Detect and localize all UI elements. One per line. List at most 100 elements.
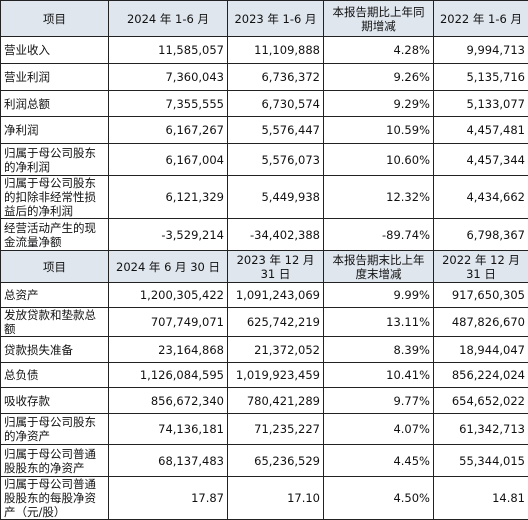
cell-value: 917,650,305 <box>434 283 528 308</box>
row-label: 归属于母公司普通股股东的净资产 <box>1 445 109 477</box>
cell-value: 4.28% <box>324 37 434 64</box>
cell-value: 856,672,340 <box>109 388 228 414</box>
cell-value: 9.26% <box>324 64 434 91</box>
cell-value: 5,135,716 <box>434 64 528 91</box>
cell-value: 1,019,923,459 <box>228 363 324 388</box>
cell-value: 654,652,022 <box>434 388 528 414</box>
cell-value: 9,994,713 <box>434 37 528 64</box>
column-header: 2022 年 12 月 31 日 <box>434 251 528 283</box>
cell-value: 12.32% <box>324 176 434 219</box>
cell-value: -3,529,214 <box>109 219 228 251</box>
cell-value: 9.29% <box>324 91 434 117</box>
cell-value: 71,235,227 <box>228 414 324 445</box>
cell-value: 21,372,052 <box>228 337 324 363</box>
cell-value: 6,167,267 <box>109 117 228 144</box>
row-label: 归属于母公司股东的扣除非经常性损益后的净利润 <box>1 176 109 219</box>
cell-value: 4.07% <box>324 414 434 445</box>
column-header: 2022 年 1-6 月 <box>434 1 528 37</box>
cell-value: 1,091,243,069 <box>228 283 324 308</box>
cell-value: 13.11% <box>324 308 434 337</box>
cell-value: 55,344,015 <box>434 445 528 477</box>
row-label: 营业利润 <box>1 64 109 91</box>
column-header-item: 项目 <box>1 1 109 37</box>
table-row: 经营活动产生的现金流量净额-3,529,214-34,402,388-89.74… <box>1 219 528 251</box>
row-label: 归属于母公司股东的净利润 <box>1 144 109 176</box>
column-header: 本报告期末比上年度末增减 <box>324 251 434 283</box>
cell-value: 5,449,938 <box>228 176 324 219</box>
row-label: 归属于母公司股东的净资产 <box>1 414 109 445</box>
cell-value: 7,355,555 <box>109 91 228 117</box>
cell-value: 10.60% <box>324 144 434 176</box>
cell-value: 9.77% <box>324 388 434 414</box>
cell-value: 6,798,367 <box>434 219 528 251</box>
row-label: 净利润 <box>1 117 109 144</box>
cell-value: 17.87 <box>109 477 228 520</box>
cell-value: 5,576,073 <box>228 144 324 176</box>
cell-value: 780,421,289 <box>228 388 324 414</box>
cell-value: 4,457,344 <box>434 144 528 176</box>
row-label: 营业收入 <box>1 37 109 64</box>
row-label: 贷款损失准备 <box>1 337 109 363</box>
cell-value: 61,342,713 <box>434 414 528 445</box>
row-label: 经营活动产生的现金流量净额 <box>1 219 109 251</box>
cell-value: 11,585,057 <box>109 37 228 64</box>
column-header: 2023 年 1-6 月 <box>228 1 324 37</box>
cell-value: 4.50% <box>324 477 434 520</box>
column-header-item: 项目 <box>1 251 109 283</box>
cell-value: 1,200,305,422 <box>109 283 228 308</box>
column-header: 2024 年 6 月 30 日 <box>109 251 228 283</box>
cell-value: 6,730,574 <box>228 91 324 117</box>
cell-value: 5,576,447 <box>228 117 324 144</box>
row-label: 总负债 <box>1 363 109 388</box>
row-label: 吸收存款 <box>1 388 109 414</box>
cell-value: 4.45% <box>324 445 434 477</box>
cell-value: 11,109,888 <box>228 37 324 64</box>
cell-value: 6,167,004 <box>109 144 228 176</box>
cell-value: 4,457,481 <box>434 117 528 144</box>
row-label: 归属于母公司普通股股东的每股净资产（元/股） <box>1 477 109 520</box>
cell-value: 1,126,084,595 <box>109 363 228 388</box>
cell-value: 17.10 <box>228 477 324 520</box>
cell-value: 14.81 <box>434 477 528 520</box>
cell-value: 6,121,329 <box>109 176 228 219</box>
cell-value: 74,136,181 <box>109 414 228 445</box>
cell-value: 65,236,529 <box>228 445 324 477</box>
cell-value: 487,826,670 <box>434 308 528 337</box>
column-header: 2023 年 12 月 31 日 <box>228 251 324 283</box>
cell-value: 10.59% <box>324 117 434 144</box>
cell-value: 625,742,219 <box>228 308 324 337</box>
cell-value: 7,360,043 <box>109 64 228 91</box>
cell-value: 23,164,868 <box>109 337 228 363</box>
cell-value: 856,224,024 <box>434 363 528 388</box>
cell-value: 68,137,483 <box>109 445 228 477</box>
cell-value: 5,133,077 <box>434 91 528 117</box>
cell-value: 4,434,662 <box>434 176 528 219</box>
cell-value: 707,749,071 <box>109 308 228 337</box>
cell-value: 6,736,372 <box>228 64 324 91</box>
column-header: 2024 年 1-6 月 <box>109 1 228 37</box>
column-header: 本报告期比上年同期增减 <box>324 1 434 37</box>
cell-value: 10.41% <box>324 363 434 388</box>
row-label: 总资产 <box>1 283 109 308</box>
cell-value: 9.99% <box>324 283 434 308</box>
row-label: 发放贷款和垫款总额 <box>1 308 109 337</box>
cell-value: -34,402,388 <box>228 219 324 251</box>
cell-value: 18,944,047 <box>434 337 528 363</box>
